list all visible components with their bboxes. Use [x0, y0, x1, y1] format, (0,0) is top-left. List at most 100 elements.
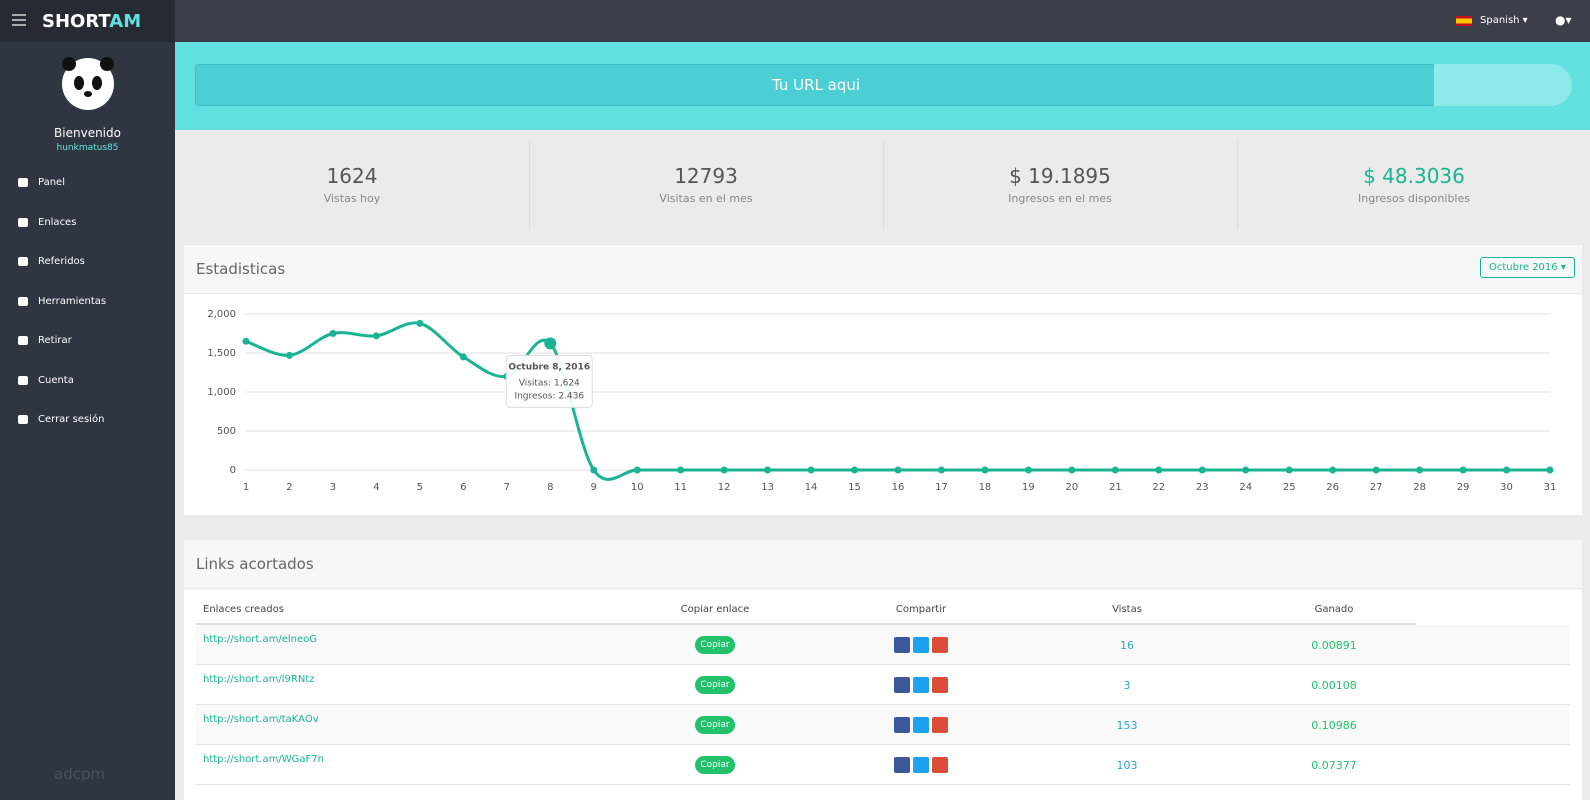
month-button[interactable]: Octubre 2016 ▾: [1480, 257, 1575, 278]
x-tick-label: 20: [1065, 482, 1078, 493]
y-tick-label: 1,500: [207, 348, 236, 359]
data-point: [1068, 466, 1076, 474]
stat-value: 12793: [674, 164, 738, 188]
x-tick-label: 1: [243, 482, 249, 493]
x-tick-label: 15: [848, 482, 861, 493]
data-point: [1329, 466, 1337, 474]
share-icon[interactable]: [894, 677, 910, 693]
link-url[interactable]: http://short.am/WGaF7n: [203, 754, 324, 765]
earned: 0.00108: [1311, 679, 1357, 692]
data-point: [1503, 466, 1511, 474]
x-tick-label: 23: [1196, 482, 1209, 493]
x-tick-label: 6: [460, 482, 466, 493]
menu-item[interactable]: Cuenta: [18, 375, 74, 386]
share-icon[interactable]: [913, 677, 929, 693]
copy-button[interactable]: Copiar: [695, 716, 735, 734]
tooltip-title: Octubre 8, 2016: [508, 362, 590, 372]
earned: 0.10986: [1311, 719, 1357, 732]
top-bar: Spanish ▾ ●▾: [175, 0, 1590, 42]
data-point: [1546, 466, 1554, 474]
url-input[interactable]: Tu URL aqui: [195, 64, 1437, 106]
table-row: [196, 745, 1570, 785]
menu-icon: [18, 178, 28, 187]
x-tick-label: 8: [547, 482, 553, 493]
menu-item[interactable]: Panel: [18, 177, 65, 188]
language-select[interactable]: Spanish ▾: [1480, 15, 1528, 26]
menu-icon: [18, 257, 28, 266]
y-tick-label: 2,000: [207, 309, 236, 320]
data-point: [372, 332, 380, 340]
footer-brand: adcpm: [54, 765, 106, 783]
x-tick-label: 3: [330, 482, 336, 493]
column-header: Copiar enlace: [680, 604, 750, 615]
table-row: [196, 705, 1570, 745]
share-icon[interactable]: [913, 637, 929, 653]
copy-button[interactable]: Copiar: [695, 676, 735, 694]
x-tick-label: 10: [631, 482, 644, 493]
x-tick-label: 17: [935, 482, 948, 493]
data-point: [242, 337, 250, 345]
share-icon[interactable]: [894, 637, 910, 653]
share-icon[interactable]: [894, 757, 910, 773]
share-icon[interactable]: [894, 717, 910, 733]
copy-button[interactable]: Copiar: [695, 636, 735, 654]
link-url[interactable]: http://short.am/l9RNtz: [203, 674, 315, 685]
series-line: [245, 321, 1550, 481]
menu-item[interactable]: Retirar: [18, 335, 72, 346]
username: hunkmatus85: [56, 143, 119, 153]
link-url[interactable]: http://short.am/taKAOv: [203, 714, 319, 725]
x-tick-label: 4: [373, 482, 379, 493]
share-icon[interactable]: [932, 757, 948, 773]
menu-icon: [18, 336, 28, 345]
data-point: [1372, 466, 1380, 474]
flag: [1456, 16, 1472, 26]
share-icon[interactable]: [932, 677, 948, 693]
views: 3: [1123, 679, 1131, 692]
link-url[interactable]: http://short.am/elneoG: [203, 634, 318, 645]
data-point: [1198, 466, 1206, 474]
data-point: [851, 466, 859, 474]
share-icon[interactable]: [932, 717, 948, 733]
share-icon[interactable]: [913, 717, 929, 733]
stats-panel: Estadisticas Octubre 2016 ▾ 0 500 1,000 1,5…: [184, 245, 1582, 515]
data-point: [677, 466, 685, 474]
x-tick-label: 30: [1500, 482, 1513, 493]
menu-toggle[interactable]: [12, 14, 26, 16]
data-point: [1155, 466, 1163, 474]
panel-title: Links acortados: [184, 540, 1582, 589]
data-point: [720, 466, 728, 474]
menu-item[interactable]: Enlaces: [18, 217, 76, 228]
menu-label: Cuenta: [38, 374, 74, 386]
x-tick-label: 28: [1413, 482, 1426, 493]
menu-item[interactable]: Cerrar sesión: [18, 414, 104, 425]
user-menu[interactable]: ●▾: [1555, 13, 1572, 27]
data-point: [764, 466, 772, 474]
y-tick-label: 500: [217, 426, 236, 437]
logo-text: SHORT: [42, 11, 110, 32]
copy-button[interactable]: Copiar: [695, 756, 735, 774]
earned: 0.07377: [1311, 759, 1357, 772]
column-header: Compartir: [895, 604, 947, 615]
share-icon[interactable]: [932, 637, 948, 653]
language: Spanish: [1480, 15, 1520, 26]
shorten-button[interactable]: [1434, 64, 1572, 106]
tooltip-line: Visitas: 1,624: [519, 378, 580, 388]
menu-item[interactable]: Herramientas: [18, 296, 106, 307]
data-point: [544, 337, 557, 350]
data-point: [937, 466, 945, 474]
x-tick-label: 21: [1109, 482, 1122, 493]
share-icon[interactable]: [913, 757, 929, 773]
logo: SHORTAM: [42, 11, 141, 32]
x-tick-label: 7: [504, 482, 510, 493]
data-point: [416, 319, 424, 327]
x-tick-label: 25: [1283, 482, 1296, 493]
data-point: [329, 330, 337, 337]
y-tick-label: 1,000: [207, 387, 236, 398]
menu-item[interactable]: Referidos: [18, 256, 85, 267]
logo-bar: SHORTAM: [0, 0, 175, 42]
x-tick-label: 13: [761, 482, 774, 493]
menu-icon: [18, 217, 28, 227]
x-tick-label: 24: [1239, 482, 1252, 493]
welcome: Bienvenido: [54, 126, 121, 140]
